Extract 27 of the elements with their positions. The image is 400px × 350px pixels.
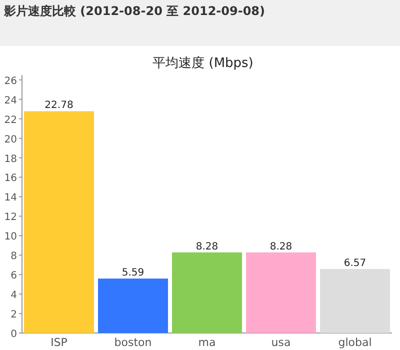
y-tick-label: 12 xyxy=(4,212,17,224)
data-label: 6.57 xyxy=(344,258,366,270)
data-label: 8.28 xyxy=(196,241,218,252)
y-tick-label: 26 xyxy=(4,76,17,87)
data-label: 8.28 xyxy=(270,241,292,252)
y-tick-label: 20 xyxy=(4,134,17,146)
y-tick-label: 8 xyxy=(10,251,17,262)
y-tick-label: 16 xyxy=(4,173,17,184)
x-tick-label: global xyxy=(338,336,372,349)
y-tick-label: 2 xyxy=(10,310,17,321)
y-tick-label: 10 xyxy=(4,232,17,243)
y-tick-label: 14 xyxy=(4,192,17,204)
data-label: 22.78 xyxy=(44,100,74,112)
y-tick-label: 4 xyxy=(10,290,17,302)
axis-y: 0 2 4 6 8 10 12 14 16 18 20 22 24 26 xyxy=(4,76,22,340)
x-tick-label: boston xyxy=(114,336,152,349)
chart-subtitle: 平均速度 (Mbps) xyxy=(152,55,254,71)
y-tick-label: 24 xyxy=(4,95,17,106)
x-tick-label: ma xyxy=(198,336,216,349)
y-tick-label: 6 xyxy=(10,270,17,282)
x-tick-label: ISP xyxy=(50,336,68,349)
x-tick-label: usa xyxy=(271,336,291,349)
data-label: 5.59 xyxy=(122,268,144,279)
y-tick-label: 0 xyxy=(10,329,17,340)
y-tick-label: 22 xyxy=(4,114,17,126)
y-tick-label: 18 xyxy=(4,154,17,165)
chart-title: 影片速度比較 (2012-08-20 至 2012-09-08) xyxy=(3,4,266,18)
